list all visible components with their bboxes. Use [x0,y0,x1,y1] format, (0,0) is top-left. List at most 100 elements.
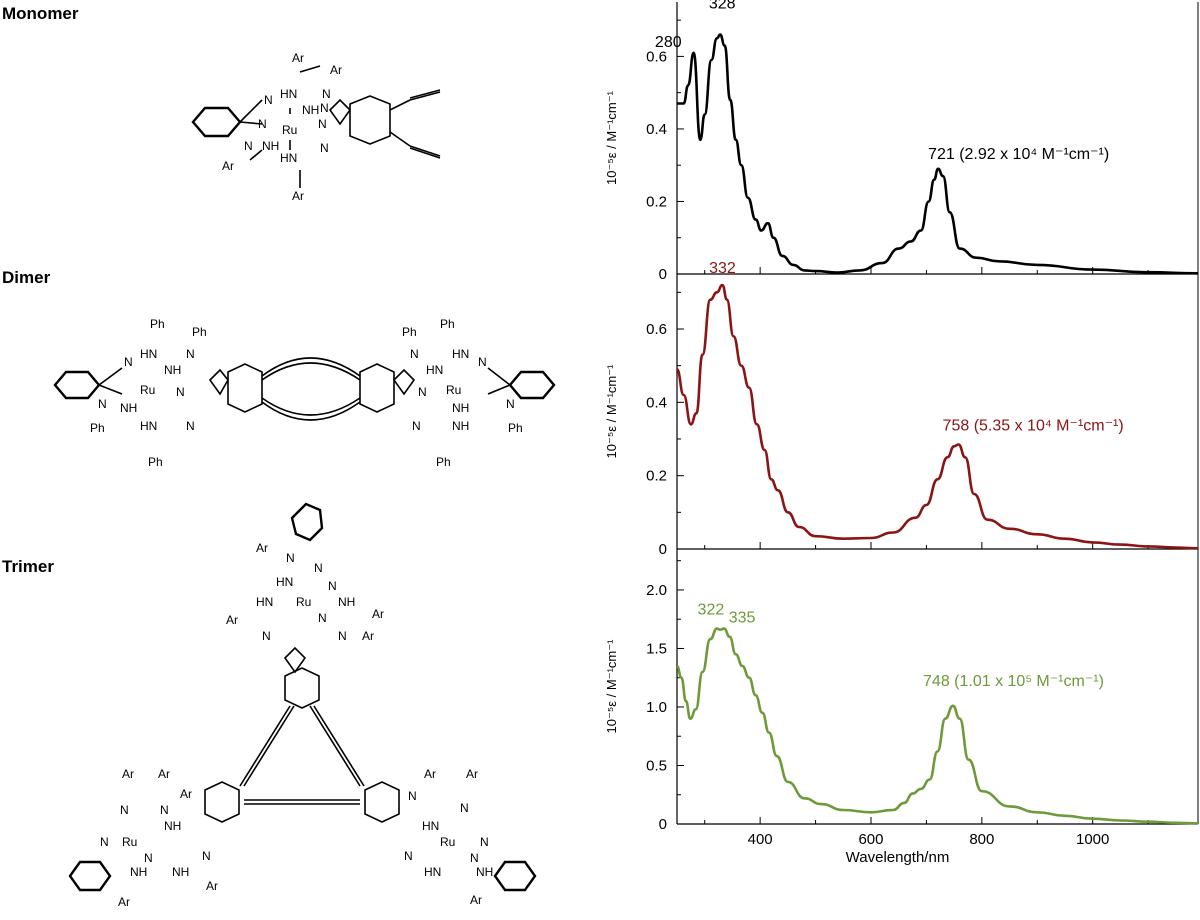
dimer-atom: N [506,397,515,411]
y-tick-label: 0 [659,541,667,558]
trimer-atom: N [318,611,327,625]
peak-annotation: 322 [698,602,725,619]
dimer-atom: N [124,355,133,369]
trimer-atom: Ar [118,895,130,909]
trimer-atom: N [338,629,347,643]
x-tick-label: 1000 [1076,831,1109,848]
y-axis-label: 10⁻⁵ε / M⁻¹cm⁻¹ [604,639,619,734]
peak-annotation: 332 [709,260,736,277]
dimer-atom: Ph [440,317,455,331]
trimer-atom: NH [338,595,355,609]
trimer-atom: Ar [122,767,134,781]
trimer-atom: Ar [180,787,192,801]
y-tick-label: 0.5 [646,757,667,774]
dimer-atom: Ph [508,421,523,435]
y-tick-label: 1.5 [646,640,667,657]
peak-annotation: 335 [729,610,756,627]
monomer-atom: N [258,117,267,131]
dimer-atom: HN [426,363,443,377]
peak-annotation: 721 (2.92 x 10⁴ M⁻¹cm⁻¹) [928,146,1109,163]
trimer-atom: Ar [470,893,482,907]
y-tick-label: 0 [659,266,667,283]
structures-panel: Ar Ar HN N NH N N N Ru N N NH HN N Ar Ar… [53,51,556,909]
dimer-atom: Ph [148,455,163,469]
spectrum-panel-3: 0 0.5 1.0 1.5 2.0 400 600 800 1000 Wavelength/nm 1… [604,549,1199,866]
dimer-label: Dimer [2,268,51,287]
monomer-atom: HN [280,87,297,101]
trimer-atom: N [100,835,109,849]
dimer-atom: HN [452,347,469,361]
dimer-atom: N [478,355,487,369]
y-tick-label: 2.0 [646,582,667,599]
dimer-atom-labels: Ph Ph HN N NH N Ru N N NH HN N Ph Ph Ph … [90,317,523,469]
peak-annotation: 758 (5.35 x 10⁴ M⁻¹cm⁻¹) [943,418,1124,435]
monomer-atom-labels: Ar Ar HN N NH N N N Ru N N NH HN N Ar Ar [222,51,342,203]
trimer-atom: NH [130,865,147,879]
trimer-atom-labels: Ar N HN N N HN Ru NH Ar Ar N N N Ar Ar A… [100,541,493,909]
dimer-atom: Ph [436,455,451,469]
trimer-atom: N [314,561,323,575]
spectrum-panel-2: 0 0.2 0.4 0.6 10⁻⁵ε / M⁻¹cm⁻¹ 332 758 (5.35 x … [604,260,1199,558]
trimer-atom: HN [422,819,439,833]
monomer-atom: Ar [292,51,304,65]
dimer-atom: Ph [402,325,417,339]
monomer-atom: NH [302,103,319,117]
dimer-atom: N [186,347,195,361]
y-tick-label: 0.2 [646,468,667,485]
peak-annotation: 280 [655,34,682,51]
trimer-atom: N [262,629,271,643]
y-tick-label: 0.6 [646,48,667,65]
trimer-atom: N [408,789,417,803]
spectrum-line [675,283,1199,550]
trimer-atom: HN [276,575,293,589]
trimer-atom: Ru [122,835,137,849]
trimer-atom: Ar [226,613,238,627]
dimer-atom: N [412,419,421,433]
dimer-atom: Ph [150,317,165,331]
y-tick-label: 0.4 [646,121,667,138]
trimer-atom: Ar [362,629,374,643]
dimer-atom: N [176,385,185,399]
spectrum-line [676,33,1199,275]
spectrum-line [676,627,1199,825]
dimer-atom: N [410,347,419,361]
y-tick-label: 0.6 [646,321,667,338]
trimer-structure [68,502,537,892]
peak-annotation: 748 (1.01 x 10⁵ M⁻¹cm⁻¹) [923,673,1104,690]
trimer-atom: Ar [206,879,218,893]
dimer-atom: HN [140,347,157,361]
trimer-atom: N [460,801,469,815]
y-tick-label: 0.4 [646,394,667,411]
trimer-atom: NH [164,819,181,833]
trimer-atom: N [202,849,211,863]
dimer-atom: N [186,419,195,433]
trimer-atom: Ar [372,607,384,621]
trimer-atom: Ar [424,767,436,781]
trimer-atom: N [286,551,295,565]
dimer-structure [53,357,556,421]
trimer-atom: NH [172,865,189,879]
monomer-atom: N [322,87,331,101]
dimer-atom: N [98,397,107,411]
dimer-atom: Ru [446,383,461,397]
spectrum-panel-1: 0 0.2 0.4 0.6 10⁻⁵ε / M⁻¹cm⁻¹ 280 328 721 (2.92… [604,0,1199,283]
dimer-atom: Ru [140,383,155,397]
monomer-atom: N [244,139,253,153]
dimer-atom: Ph [192,325,207,339]
trimer-atom: N [160,803,169,817]
dimer-atom: Ph [90,421,105,435]
trimer-atom: N [144,851,153,865]
x-tick-label: 400 [748,831,773,848]
trimer-atom: HN [424,865,441,879]
trimer-atom: Ru [440,835,455,849]
trimer-atom: N [470,851,479,865]
trimer-atom: N [328,579,337,593]
monomer-atom: Ar [330,63,342,77]
dimer-atom: NH [452,401,469,415]
trimer-atom: Ar [256,541,268,555]
monomer-atom: Ar [292,189,304,203]
y-axis-label: 10⁻⁵ε / M⁻¹cm⁻¹ [604,90,619,185]
trimer-atom: Ru [296,595,311,609]
monomer-atom: N [320,141,329,155]
dimer-atom: NH [164,363,181,377]
